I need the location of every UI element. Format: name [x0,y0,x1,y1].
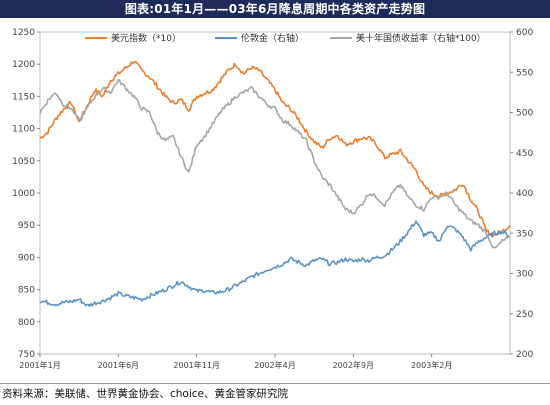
left-tick-label: 900 [18,253,35,263]
x-axis: 2001年1月 2001年6月 2001年11月 2002年4月 2002年9月 2003… [19,354,452,370]
legend: 美元指数（*10） 伦敦金（右轴） 美十年国债收益率（右轴*100） [85,32,486,44]
source-note: 资料来源：美联储、世界黄金协会、choice、黄金管家研究院 [2,388,289,400]
x-tick-label: 2001年11月 [173,360,220,370]
series-line-0 [39,60,511,238]
left-tick-label: 850 [18,286,35,296]
left-tick-label: 800 [18,318,35,328]
left-tick-label: 1000 [12,189,35,199]
right-tick-label: 450 [516,149,533,159]
x-tick-label: 2001年6月 [98,360,139,370]
left-tick-label: 1050 [12,157,35,167]
left-tick-label: 1100 [12,125,35,135]
left-tick-label: 1200 [12,60,35,70]
right-tick-label: 400 [516,189,533,199]
x-tick-label: 2003年2月 [411,360,452,370]
legend-label-2: 美十年国债收益率（右轴*100） [356,32,486,44]
left-tick-label: 1150 [12,92,35,102]
line-chart: 750800850900950100010501100115012001250 … [12,28,533,370]
series-line-2 [39,78,511,249]
legend-label-1: 伦敦金（右轴） [241,32,304,44]
right-tick-label: 600 [516,28,533,38]
legend-label-0: 美元指数（*10） [111,32,181,44]
left-y-axis: 750 800 850 900 950 1000 1050 1100 1150 1200 1250 [12,28,40,360]
series-line-1 [39,220,511,307]
right-tick-label: 550 [516,68,533,78]
left-tick-label: 1250 [12,28,35,38]
x-tick-label: 2002年4月 [254,360,295,370]
right-y-axis: 200 250 300 350 400 450 500 550 600 [510,28,533,360]
right-tick-label: 250 [516,310,533,320]
x-tick-label: 2002年9月 [333,360,374,370]
chart-title: 图表:01年1月——03年6月降息周期中各类资产走势图 [0,0,550,18]
right-tick-label: 300 [516,270,533,280]
left-tick-label: 750 [18,350,35,360]
series-layer [39,60,511,307]
right-tick-label: 200 [516,350,533,360]
right-tick-label: 350 [516,229,533,239]
left-tick-label: 950 [18,221,35,231]
right-tick-label: 500 [516,109,533,119]
x-tick-label: 2001年1月 [19,360,60,370]
footer-divider [0,383,550,384]
